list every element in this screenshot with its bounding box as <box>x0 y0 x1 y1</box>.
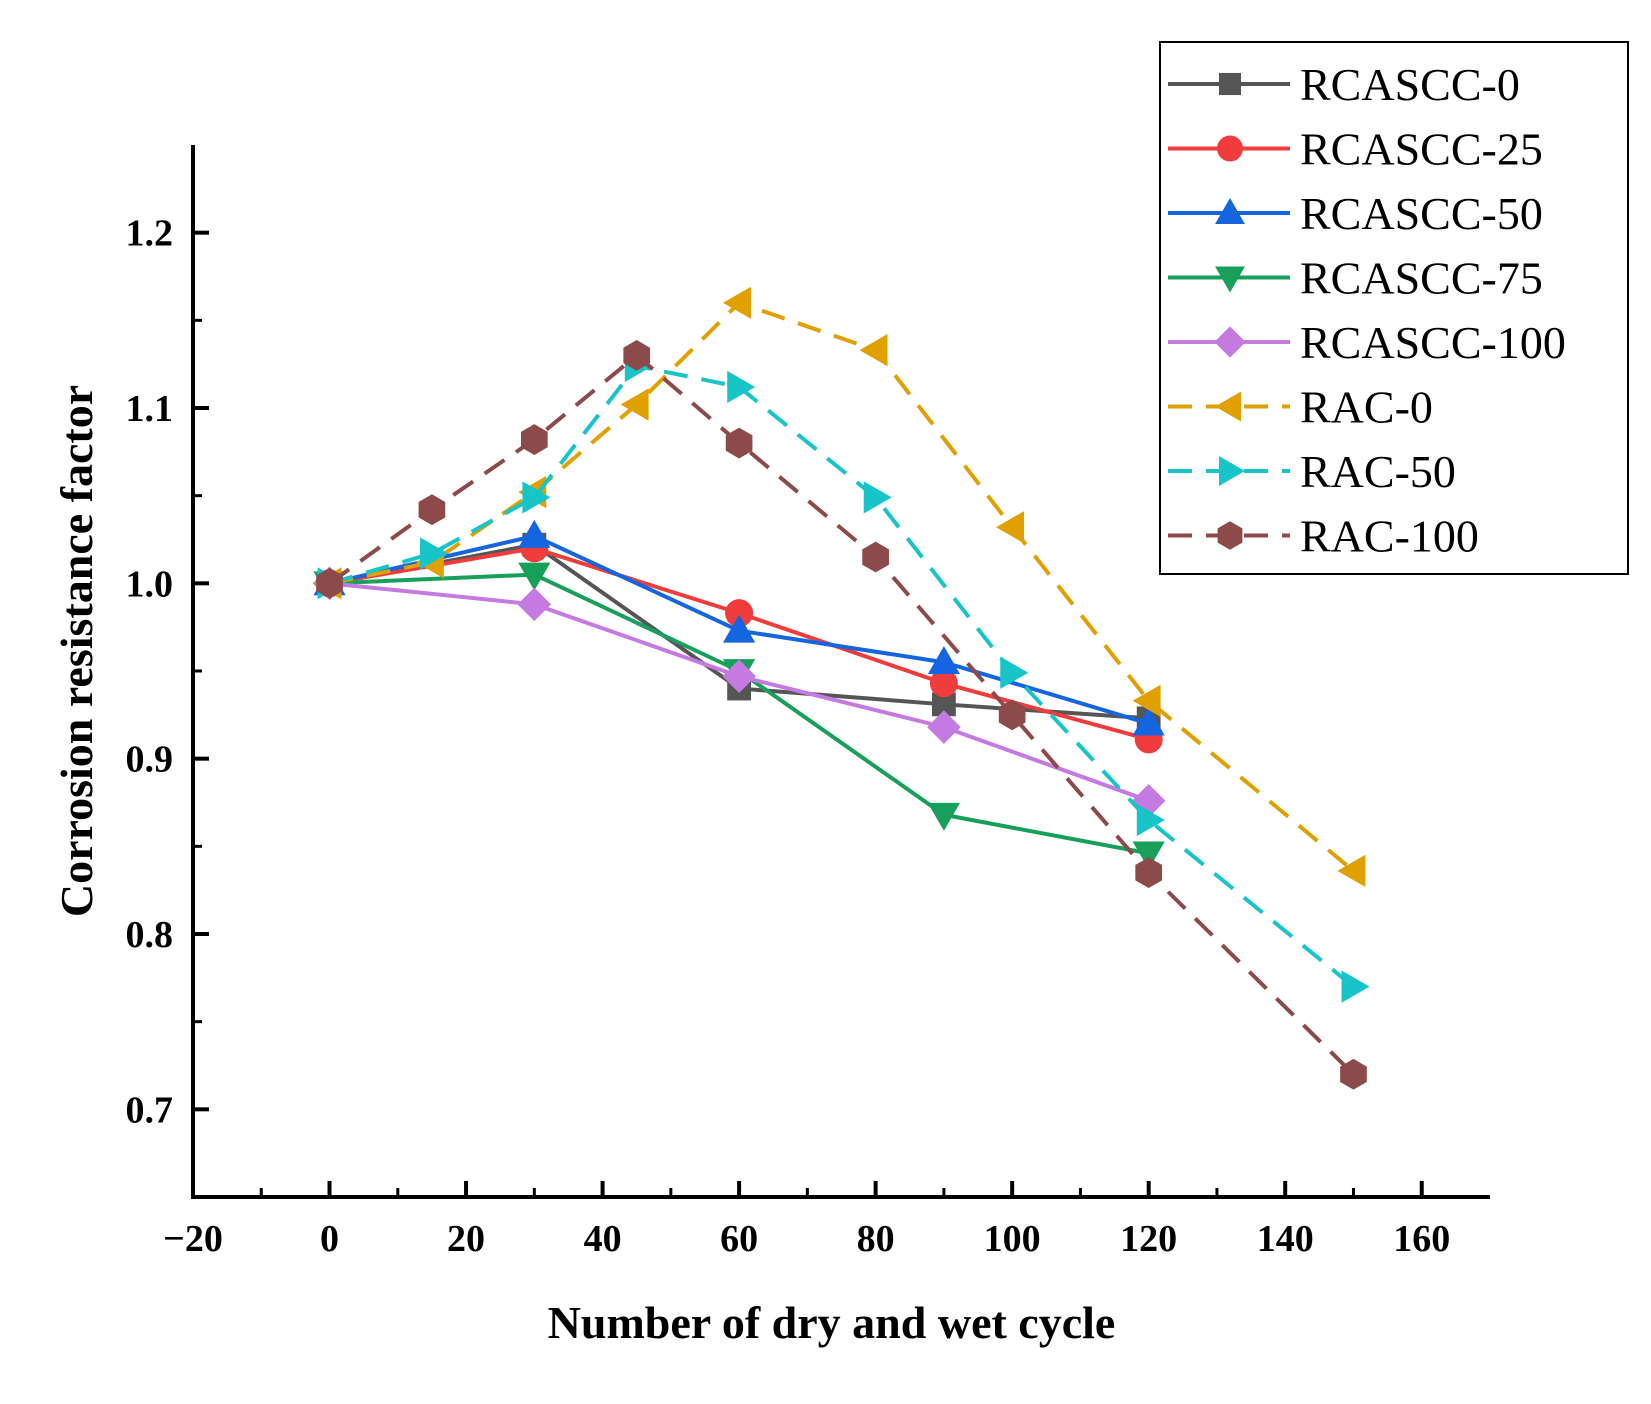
legend-label: RCASCC-50 <box>1300 188 1543 239</box>
data-point <box>1000 656 1029 689</box>
data-point <box>518 519 551 548</box>
legend-label: RCASCC-0 <box>1300 59 1520 110</box>
y-tick-label: 1.1 <box>126 388 174 430</box>
x-tick-label: 60 <box>720 1218 758 1260</box>
x-ticks: −20 0 20 40 60 80 100 120 140 160 <box>163 1181 1450 1260</box>
data-point <box>518 562 551 591</box>
y-tick-label: 1.0 <box>126 563 174 605</box>
x-tick-label: 100 <box>984 1218 1041 1260</box>
data-point <box>520 424 548 455</box>
data-point <box>859 334 888 367</box>
legend-item: RCASCC-50 <box>1168 188 1543 239</box>
x-tick-label: 120 <box>1120 1218 1177 1260</box>
legend-marker <box>1215 266 1245 293</box>
series-group <box>312 286 1370 1090</box>
data-point <box>1132 684 1161 717</box>
data-point <box>931 692 956 717</box>
y-tick-label: 0.7 <box>126 1089 174 1131</box>
legend-item: RCASCC-100 <box>1168 317 1566 368</box>
legend-label: RCASCC-75 <box>1300 253 1543 304</box>
legend-item: RCASCC-75 <box>1168 253 1543 304</box>
legend-marker <box>1215 391 1242 422</box>
data-point <box>998 699 1026 731</box>
data-point <box>316 567 343 599</box>
legend-marker <box>1218 72 1242 96</box>
y-tick-label: 1.2 <box>126 213 174 255</box>
legend-item: RAC-50 <box>1168 446 1456 497</box>
data-point <box>723 286 752 319</box>
legend-marker <box>1217 521 1243 550</box>
data-point <box>722 659 756 694</box>
legend-box <box>1159 41 1629 575</box>
x-tick-label: 160 <box>1393 1218 1450 1260</box>
y-axis-title: Corrosion resistance factor <box>51 385 102 917</box>
series-rac-100 <box>316 340 1367 1090</box>
x-tick-label: 0 <box>320 1218 339 1260</box>
y-tick-label: 0.8 <box>126 914 174 956</box>
data-point <box>1135 857 1163 889</box>
data-point <box>725 599 754 628</box>
plot-area: 0.7 0.8 0.9 1.0 1.1 1.2 −20 0 20 40 60 80 100 120 140… <box>126 145 1490 1260</box>
y-tick-label: 0.9 <box>126 739 174 781</box>
data-point <box>522 481 551 514</box>
data-point <box>727 370 756 404</box>
x-tick-label: 80 <box>857 1218 895 1260</box>
data-point <box>862 541 889 573</box>
x-tick-label: 140 <box>1257 1218 1314 1260</box>
data-point <box>620 388 649 421</box>
legend-label: RAC-50 <box>1300 446 1456 497</box>
legend-item: RCASCC-25 <box>1168 124 1543 175</box>
data-point <box>623 340 651 371</box>
series-rac-50 <box>317 349 1370 1003</box>
legend-label: RAC-0 <box>1300 382 1433 433</box>
data-point <box>725 427 753 459</box>
legend-marker <box>1214 326 1246 358</box>
data-point <box>927 646 960 675</box>
x-axis-title: Number of dry and wet cycle <box>548 1297 1116 1348</box>
data-point <box>418 494 446 526</box>
legend-marker <box>1218 456 1245 486</box>
data-point <box>996 511 1025 544</box>
data-point <box>420 537 449 570</box>
x-tick-label: 40 <box>584 1218 622 1260</box>
legend-item: RAC-0 <box>1168 382 1433 433</box>
data-point <box>1341 970 1370 1003</box>
legend: RCASCC-0 RCASCC-25 RCASCC-50 RCASCC-75 RCASC… <box>1159 41 1629 575</box>
legend-marker <box>1217 135 1243 162</box>
data-point <box>1132 841 1165 870</box>
data-point <box>927 710 961 744</box>
legend-label: RAC-100 <box>1300 511 1479 562</box>
y-ticks: 0.7 0.8 0.9 1.0 1.1 1.2 <box>126 213 209 1131</box>
x-tick-label: 20 <box>447 1218 485 1260</box>
data-point <box>723 614 756 643</box>
data-point <box>927 802 960 831</box>
data-point <box>517 587 552 622</box>
data-point <box>929 669 958 698</box>
legend-item: RCASCC-0 <box>1168 59 1520 110</box>
legend-item: RAC-100 <box>1168 511 1479 562</box>
legend-marker <box>1215 198 1245 225</box>
data-point <box>863 481 892 514</box>
data-point <box>1340 1058 1367 1090</box>
legend-label: RCASCC-100 <box>1300 317 1566 368</box>
data-point <box>1337 854 1366 887</box>
data-point <box>1136 803 1165 837</box>
x-tick-label: −20 <box>163 1218 223 1260</box>
legend-label: RCASCC-25 <box>1300 124 1543 175</box>
data-point <box>1132 707 1165 736</box>
